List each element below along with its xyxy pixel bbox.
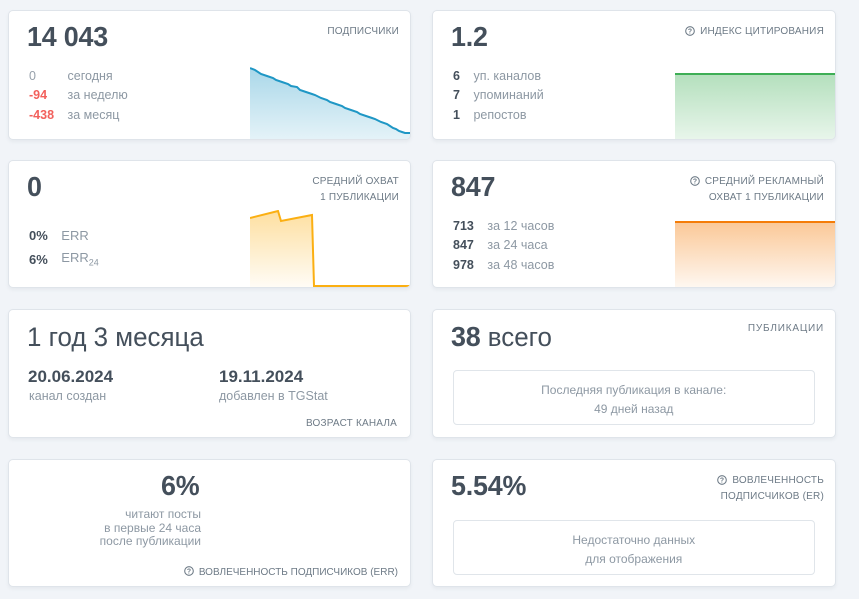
svg-text:?: ?	[693, 178, 697, 185]
svg-text:?: ?	[187, 569, 191, 576]
svg-text:?: ?	[720, 477, 724, 484]
svg-text:?: ?	[688, 28, 692, 35]
